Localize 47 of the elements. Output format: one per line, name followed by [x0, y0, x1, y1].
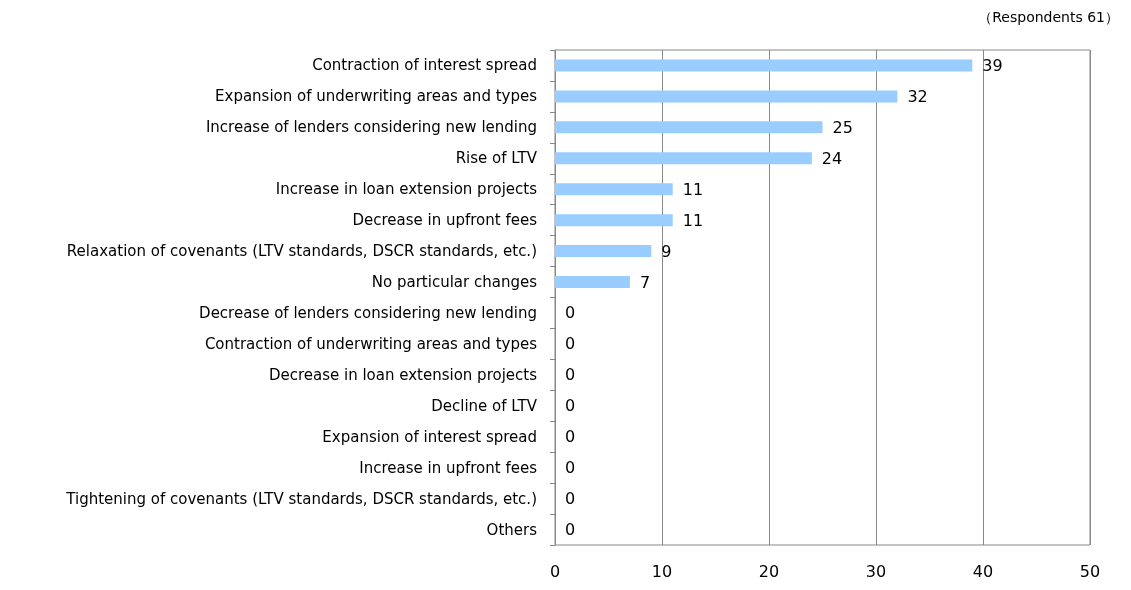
data-label: 11: [682, 210, 704, 230]
text: （Respondents 61）: [978, 9, 1120, 25]
bar: [555, 121, 823, 134]
data-label: 7: [639, 272, 651, 292]
bar: [555, 59, 973, 72]
x-tick-label: 30: [865, 561, 887, 581]
bar: [555, 152, 812, 165]
y-tick-label: No particular changes: [371, 273, 538, 292]
data-label: 0: [565, 520, 576, 540]
data-label: 24: [821, 148, 843, 168]
data-label: 0: [565, 365, 576, 385]
x-tick-label: 50: [1079, 561, 1101, 581]
data-label: 0: [565, 458, 576, 478]
y-tick-label: Decline of LTV: [431, 396, 538, 415]
y-tick-label: Contraction of interest spread: [312, 56, 537, 75]
y-tick-label: Increase of lenders considering new lending: [205, 118, 537, 137]
bar: [555, 90, 898, 103]
y-tick-label: Expansion of interest spread: [322, 427, 537, 446]
data-label: 0: [565, 303, 576, 323]
data-label: 0: [565, 489, 576, 509]
data-label: 39: [982, 55, 1003, 75]
data-label: 0: [565, 334, 576, 354]
data-label: 0: [565, 396, 576, 416]
y-tick-label: Decrease in loan extension projects: [268, 365, 538, 384]
y-tick-label: Increase in upfront fees: [359, 458, 538, 477]
y-tick-label: Rise of LTV: [455, 149, 538, 168]
x-tick-label: 10: [651, 561, 673, 581]
data-label: 11: [682, 179, 704, 199]
data-label: 9: [661, 241, 672, 261]
y-tick-label: Decrease of lenders considering new lending: [199, 303, 537, 322]
bar: [555, 245, 652, 258]
y-tick-label: Relaxation of covenants (LTV standards, DSCR standards, etc.): [66, 242, 537, 261]
data-label: 32: [907, 86, 928, 106]
y-tick-label: Increase in loan extension projects: [275, 180, 538, 199]
data-label: 25: [832, 117, 853, 137]
x-tick-label: 40: [972, 561, 994, 581]
bar: [555, 276, 630, 289]
y-tick-label: Tightening of covenants (LTV standards, DSCR standards, etc.): [65, 489, 537, 508]
bar: [555, 214, 673, 227]
y-tick-label: Others: [486, 520, 538, 539]
y-tick-label: Expansion of underwriting areas and types: [215, 87, 538, 106]
y-tick-label: Contraction of underwriting areas and types: [204, 334, 538, 353]
y-tick-label: Decrease in upfront fees: [352, 211, 538, 230]
x-tick-label: 0: [549, 561, 561, 581]
data-label: 0: [565, 427, 576, 447]
x-tick-label: 20: [758, 561, 780, 581]
bar: [555, 183, 673, 196]
